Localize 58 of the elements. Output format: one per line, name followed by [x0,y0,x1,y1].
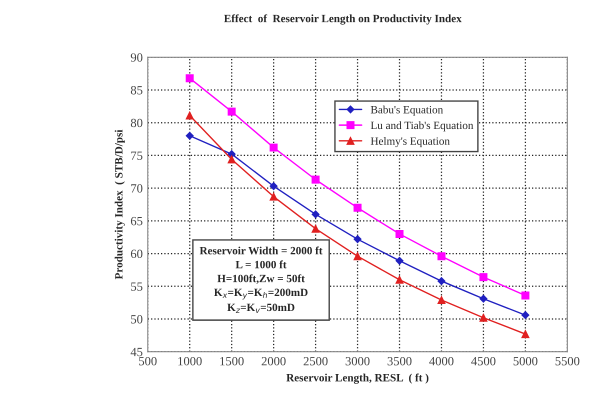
y-tick-label: 85 [130,86,142,94]
point [521,330,530,338]
y-tick-label: 70 [131,184,142,193]
x-tick-label: 2000 [262,356,286,366]
x-tick-label: 4500 [471,356,496,366]
point [521,311,530,320]
point [186,112,194,120]
y-tick-label: 55 [131,282,142,291]
point [437,252,446,260]
point [438,277,446,286]
point [270,144,278,152]
point [479,273,488,282]
annotation: H=100ft,Zw = 50ft [217,274,305,284]
point [396,230,404,238]
x-tick-label: 500 [139,356,157,366]
x-axis-title: Reservoir Length, RESL ( ft ) [286,373,428,384]
point [270,182,278,190]
point [186,74,194,82]
x-tick-label: 2500 [304,356,328,366]
point [437,296,446,304]
point [354,252,362,260]
legend-label: Babu's Equation [370,106,444,116]
annotation: Reservoir Width = 2000 ft [200,246,322,254]
point [396,256,404,265]
annotation: L = 1000 ft [236,260,287,268]
point [354,235,362,244]
annotation: K$_{z}$=K$_{v}$=50mD [227,304,294,313]
y-tick-label: 45 [130,348,142,356]
x-tick-label: 3500 [388,356,412,366]
legend-label: Helmy's Equation [370,137,450,148]
point [479,294,488,303]
x-tick-label: 1000 [178,356,202,366]
point [396,276,404,284]
point [312,224,320,233]
x-tick-label: 5000 [514,356,538,366]
point [228,108,236,116]
y-axis-title: Productivity Index ( STB/D/psi [114,130,125,280]
legend-label: Lu and Tiab's Equation [370,121,474,132]
point [354,204,362,212]
x-tick-label: 1500 [220,356,244,366]
annotation: K$_{x}$=K$_{y}$=K$_{h}$=200mD [214,288,308,300]
x-tick-label: 3000 [346,356,370,366]
y-tick-label: 90 [130,53,142,62]
point [479,314,488,322]
x-tick-label: 4000 [429,356,454,366]
point [521,291,530,300]
point [186,132,194,140]
point [228,155,236,164]
y-tick-label: 65 [130,216,142,226]
point [270,192,278,201]
point [312,176,320,184]
y-tick-label: 50 [131,315,142,324]
y-tick-label: 75 [131,152,142,160]
y-tick-label: 60 [130,250,142,258]
point [312,210,320,218]
chart-title: Effect of Reservoir Length on Productivity Index [224,14,462,25]
x-tick-label: 5500 [556,356,580,366]
y-tick-label: 80 [130,118,142,128]
